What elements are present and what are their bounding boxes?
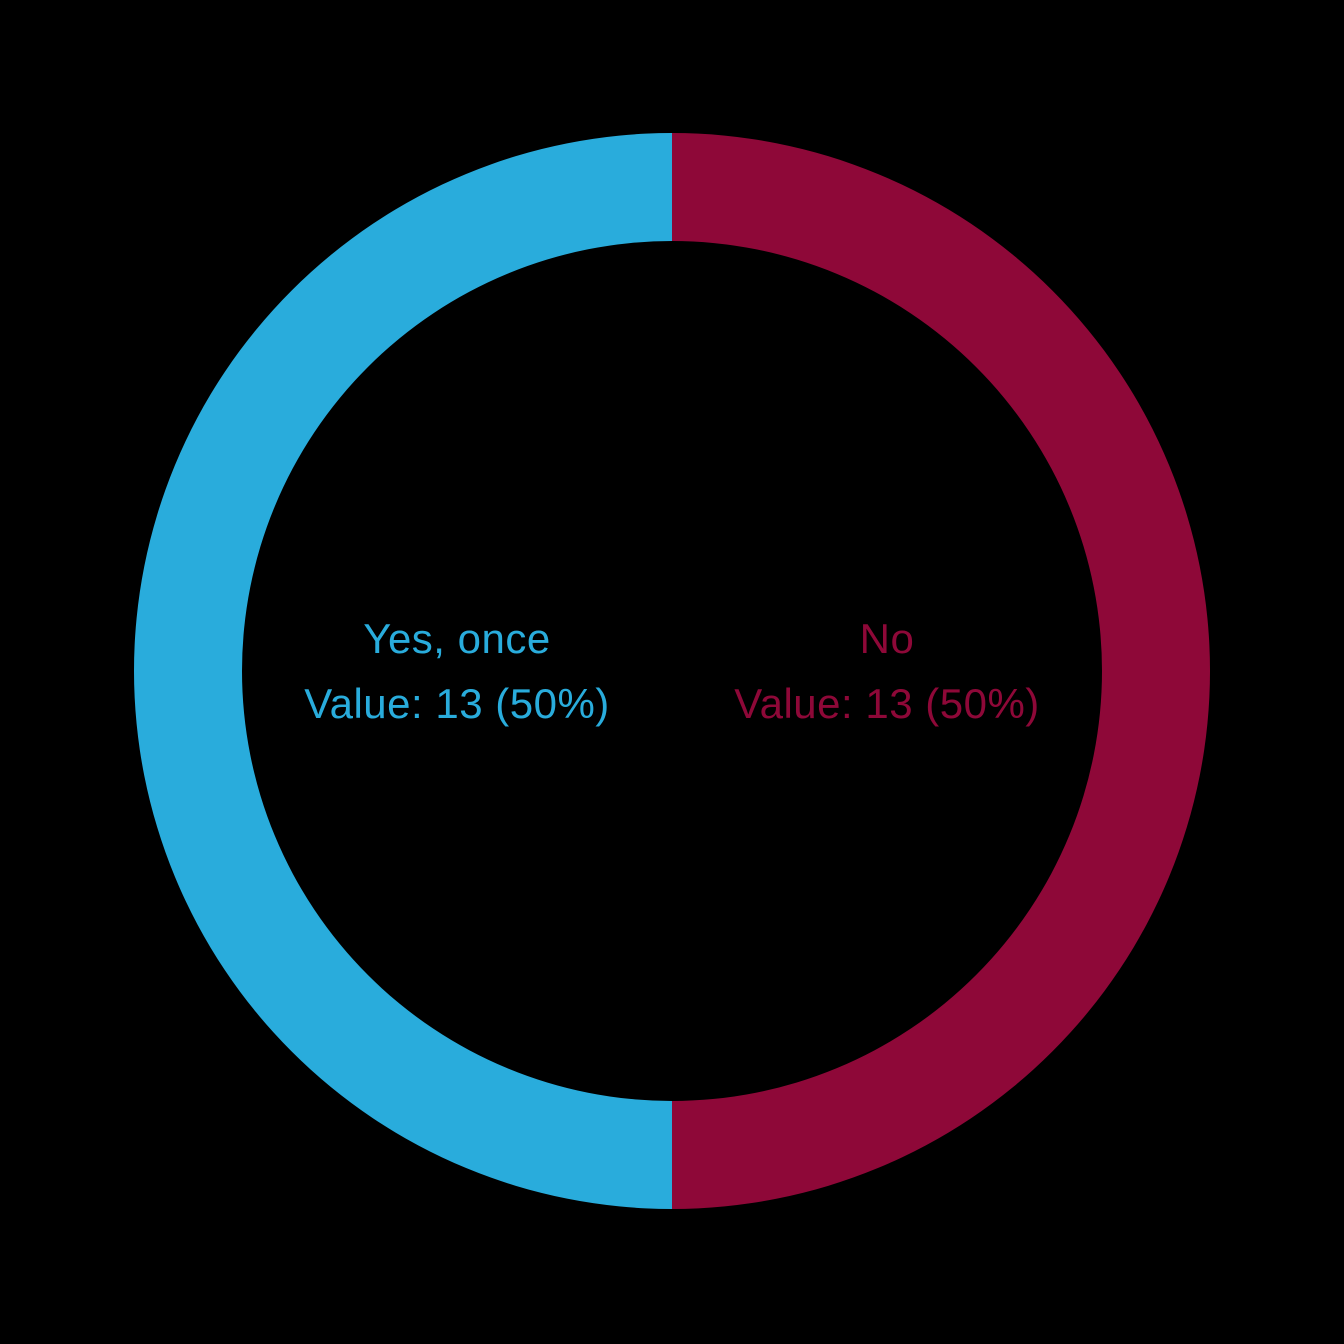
slice-yes-once[interactable] <box>134 133 672 1209</box>
slice-no[interactable] <box>672 133 1210 1209</box>
